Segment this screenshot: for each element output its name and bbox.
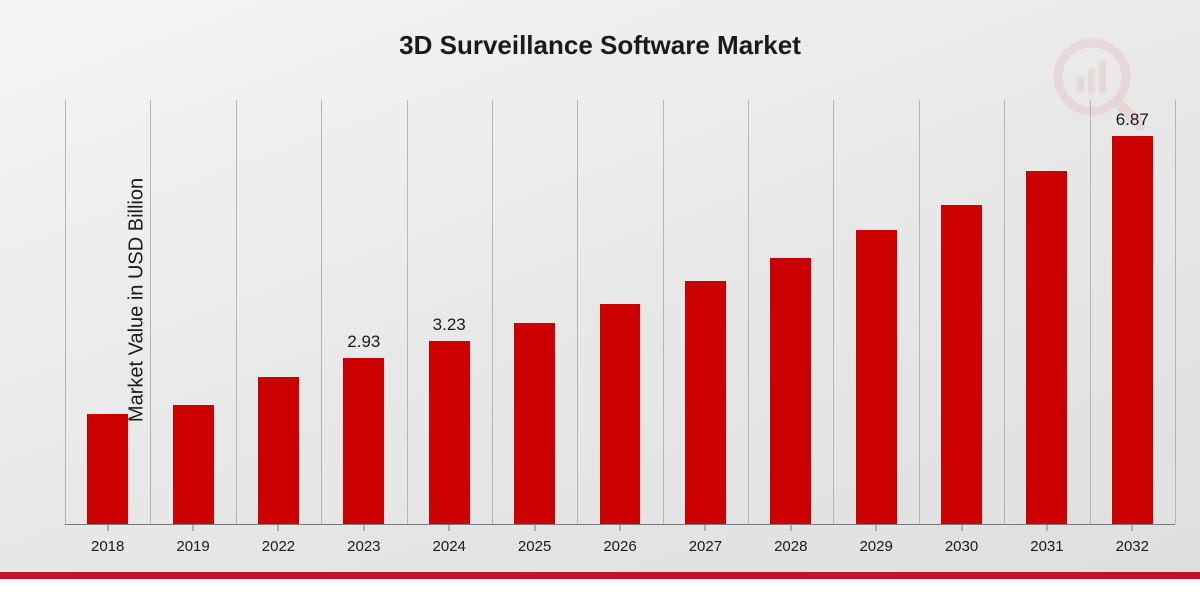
- x-tick: [363, 524, 364, 531]
- bar: [941, 205, 982, 524]
- bottom-band-red: [0, 572, 1200, 579]
- grid-line: [1175, 100, 1176, 524]
- bar: [258, 377, 299, 524]
- bar: [173, 405, 214, 524]
- bar: [1026, 171, 1067, 524]
- bottom-band: [0, 572, 1200, 600]
- x-tick-label: 2032: [1116, 538, 1149, 555]
- bar-value-label: 6.87: [1116, 110, 1149, 130]
- bar: [770, 258, 811, 524]
- bar: [856, 230, 897, 524]
- x-tick-label: 2019: [176, 538, 209, 555]
- bottom-band-white: [0, 579, 1200, 600]
- x-tick-label: 2030: [945, 538, 978, 555]
- x-tick-label: 2029: [859, 538, 892, 555]
- bar: [600, 304, 641, 524]
- x-tick-label: 2027: [689, 538, 722, 555]
- bar: [87, 414, 128, 524]
- x-tick: [193, 524, 194, 531]
- bar-value-label: 3.23: [433, 315, 466, 335]
- bar-value-label: 2.93: [347, 332, 380, 352]
- x-tick: [534, 524, 535, 531]
- x-tick: [705, 524, 706, 531]
- x-tick-label: 2024: [433, 538, 466, 555]
- x-tick: [790, 524, 791, 531]
- x-tick-label: 2026: [603, 538, 636, 555]
- bars-group: 2.93 3.23 6.87: [65, 100, 1175, 524]
- x-tick: [107, 524, 108, 531]
- bar: 2.93: [343, 358, 384, 524]
- x-tick: [1132, 524, 1133, 531]
- bar: 6.87: [1112, 136, 1153, 524]
- x-tick-label: 2023: [347, 538, 380, 555]
- bar: [514, 323, 555, 524]
- chart-title: 3D Surveillance Software Market: [0, 30, 1200, 61]
- x-tick-label: 2018: [91, 538, 124, 555]
- bar: [685, 281, 726, 524]
- x-tick: [620, 524, 621, 531]
- bar: 3.23: [429, 341, 470, 524]
- x-tick: [1046, 524, 1047, 531]
- x-tick-label: 2031: [1030, 538, 1063, 555]
- x-tick-label: 2025: [518, 538, 551, 555]
- plot-area: 2.933.236.87 201820192022202320242025202…: [65, 100, 1175, 525]
- x-tick: [449, 524, 450, 531]
- x-tick-label: 2028: [774, 538, 807, 555]
- x-tick: [961, 524, 962, 531]
- chart-container: 3D Surveillance Software Market Market V…: [0, 0, 1200, 600]
- x-tick: [278, 524, 279, 531]
- x-tick: [876, 524, 877, 531]
- x-tick-label: 2022: [262, 538, 295, 555]
